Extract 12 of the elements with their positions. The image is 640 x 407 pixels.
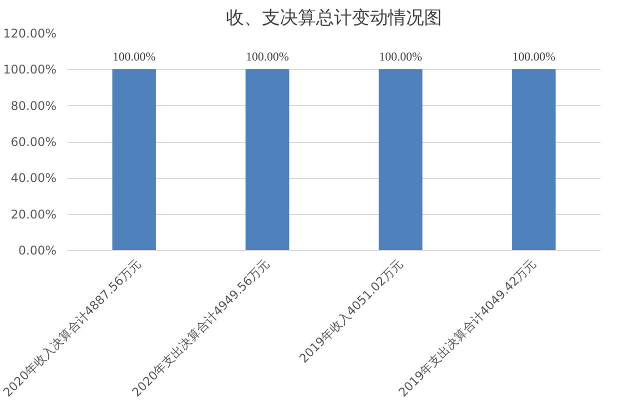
data-label: 100.00% — [379, 50, 422, 64]
data-label: 100.00% — [246, 50, 289, 64]
chart-title: 收、支决算总计变动情况图 — [226, 8, 442, 28]
y-tick-label: 20.00% — [10, 207, 57, 222]
y-tick-label: 40.00% — [10, 171, 57, 186]
data-label: 100.00% — [112, 50, 156, 64]
y-tick-label: 80.00% — [10, 98, 57, 113]
y-tick-label: 120.00% — [3, 26, 56, 40]
y-tick-label: 60.00% — [10, 135, 57, 149]
y-tick-label: 0.00% — [18, 244, 57, 258]
y-tick-label: 100.00% — [3, 62, 56, 77]
data-label: 100.00% — [512, 50, 556, 64]
